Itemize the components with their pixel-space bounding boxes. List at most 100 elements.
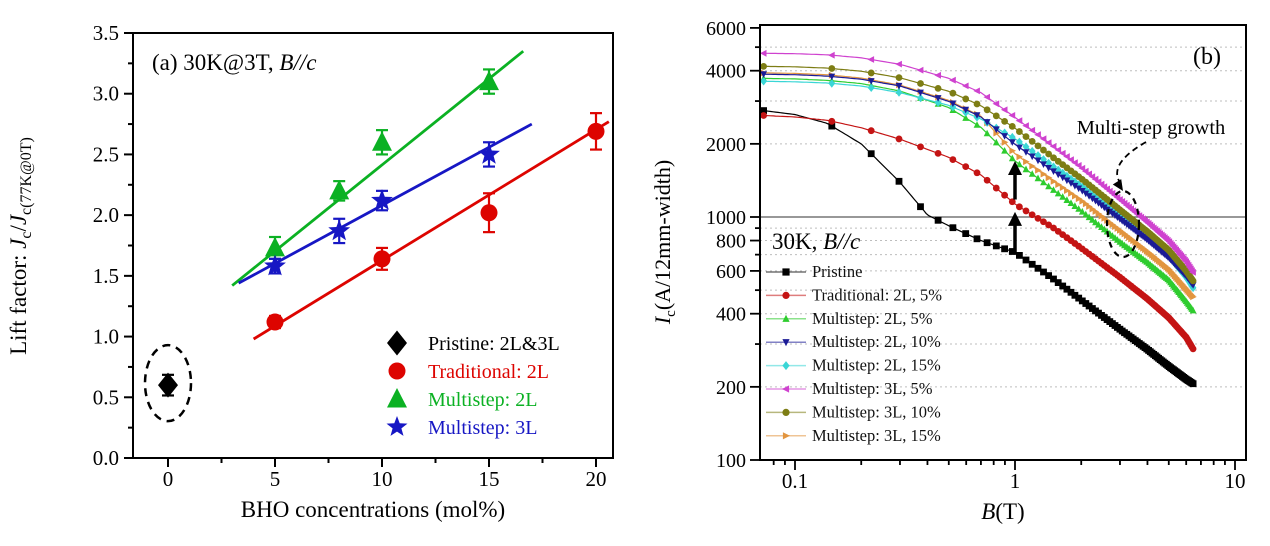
marker-triangle-right xyxy=(1035,166,1042,174)
panel-a-title: (a) 30K@3T, B//c xyxy=(152,50,316,75)
marker-triangle-down xyxy=(1001,133,1008,140)
panel-a-series-3 xyxy=(264,141,500,276)
marker-circle xyxy=(934,149,942,157)
panel-b-annotation: Multi-step growth xyxy=(1077,117,1226,259)
marker-triangle-right xyxy=(1190,293,1197,301)
marker-circle xyxy=(373,250,391,268)
marker-triangle-right xyxy=(1001,138,1009,146)
panel-a-series-0 xyxy=(143,343,193,423)
marker-circle xyxy=(266,313,284,331)
marker-diamond xyxy=(1063,171,1071,181)
marker-triangle-left xyxy=(1063,153,1070,160)
marker-triangle-down xyxy=(973,112,981,119)
marker-square xyxy=(983,239,991,247)
marker-triangle-left xyxy=(1082,167,1089,175)
marker-triangle-up xyxy=(1059,193,1067,200)
fit-line xyxy=(231,50,525,287)
marker-square xyxy=(828,122,836,130)
annotation-text: Multi-step growth xyxy=(1077,117,1226,139)
marker-circle xyxy=(895,135,903,143)
marker-diamond xyxy=(1022,142,1030,151)
marker-triangle-up xyxy=(1008,154,1016,162)
panel-a-legend: Pristine: 2L&3L Traditional: 2L Multistep:… xyxy=(386,330,560,439)
marker-diamond xyxy=(158,372,178,398)
panel-a: 0 5 10 15 20 0.0 0.5 1.0 1.5 2.0 2.5 3.0 3.5 BHO conc… xyxy=(6,21,614,522)
marker-star xyxy=(371,189,393,210)
up-arrow-head xyxy=(1008,211,1022,226)
legend-b-label: Traditional: 2L, 5% xyxy=(812,285,942,304)
y-tick-label: 4000 xyxy=(706,61,746,83)
panel-a-fit-lines xyxy=(231,50,610,341)
marker-triangle-left xyxy=(962,82,969,90)
marker-triangle-left xyxy=(1189,269,1196,276)
marker-circle xyxy=(388,362,406,380)
marker-circle xyxy=(983,106,991,114)
marker-circle xyxy=(1028,211,1036,219)
marker-square xyxy=(895,177,903,185)
legend-b-label: Multistep: 3L, 15% xyxy=(812,426,941,445)
marker-circle xyxy=(1050,154,1057,162)
marker-circle xyxy=(983,176,991,184)
y-tick-label: 0.0 xyxy=(93,446,119,470)
marker-circle xyxy=(1028,137,1036,145)
marker-triangle-left xyxy=(1044,139,1052,147)
marker-triangle-up xyxy=(1045,182,1052,190)
marker-triangle-up xyxy=(265,236,285,257)
marker-triangle-left xyxy=(759,49,767,57)
marker-triangle-down xyxy=(1045,165,1052,172)
marker-square xyxy=(973,235,981,243)
legend-b-label: Multistep: 2L, 10% xyxy=(812,332,941,351)
marker-triangle-up xyxy=(1067,199,1075,206)
marker-square xyxy=(1001,245,1008,253)
marker-triangle-up xyxy=(1040,178,1047,186)
marker-circle xyxy=(1022,207,1030,215)
marker-diamond xyxy=(1067,174,1075,184)
marker-circle xyxy=(1008,122,1016,130)
marker-triangle-down xyxy=(895,82,903,90)
y-tick-label: 2.0 xyxy=(93,203,119,227)
marker-triangle-up xyxy=(479,70,499,91)
marker-triangle-left xyxy=(1074,162,1082,169)
panel-a-ylabel: Lift factor: Jc/Jc(77K@0T) xyxy=(6,137,35,355)
marker-circle xyxy=(1001,117,1009,125)
marker-square xyxy=(760,107,767,114)
marker-triangle-up xyxy=(1016,160,1023,168)
marker-triangle-left xyxy=(1028,126,1036,134)
marker-triangle-left xyxy=(1054,146,1062,154)
marker-square xyxy=(992,242,1000,250)
panel-b-xlabel: B(T) xyxy=(981,499,1024,524)
marker-triangle-right xyxy=(1055,181,1062,188)
marker-circle xyxy=(1034,214,1042,222)
marker-triangle-up xyxy=(782,314,790,322)
y-tick-label: 100 xyxy=(716,450,746,472)
marker-triangle-left xyxy=(973,87,980,95)
marker-triangle-left xyxy=(1008,112,1016,119)
marker-circle xyxy=(1189,277,1197,285)
marker-triangle-right xyxy=(1029,162,1036,170)
marker-square xyxy=(1016,252,1023,259)
marker-triangle-up xyxy=(372,131,392,151)
x-tick-label: 20 xyxy=(586,467,607,491)
marker-triangle-down xyxy=(1028,153,1036,161)
marker-diamond xyxy=(1075,180,1083,189)
marker-triangle-up xyxy=(1189,306,1197,314)
panel-b-series-0 xyxy=(760,107,1197,388)
marker-triangle-left xyxy=(1049,143,1057,150)
marker-triangle-up xyxy=(1054,189,1062,197)
y-tick-label: 200 xyxy=(716,377,746,399)
legend-a-label: Traditional: 2L xyxy=(428,361,549,383)
marker-triangle-up xyxy=(1078,207,1086,215)
marker-triangle-left xyxy=(1034,131,1041,139)
marker-circle xyxy=(934,84,942,92)
marker-triangle-down xyxy=(1100,204,1108,212)
annotation-arrow-head xyxy=(1112,179,1123,191)
panel-a-series-2 xyxy=(265,68,499,260)
marker-circle xyxy=(760,112,768,119)
marker-triangle-left xyxy=(1022,122,1029,130)
x-tick-label: 10 xyxy=(372,467,393,491)
marker-triangle-down xyxy=(1040,161,1047,168)
x-tick-label: 0.1 xyxy=(782,469,808,493)
